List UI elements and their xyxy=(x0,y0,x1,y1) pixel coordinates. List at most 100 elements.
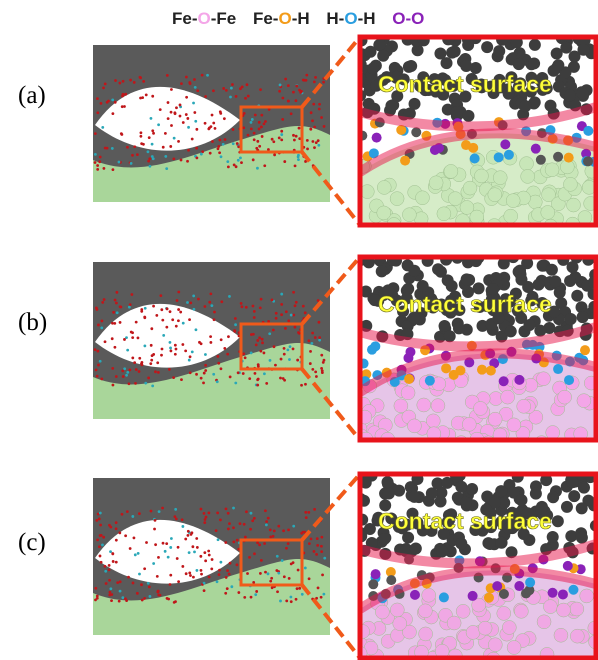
zoom-connector xyxy=(300,583,362,660)
atom xyxy=(560,500,573,513)
atom xyxy=(109,550,112,554)
atom xyxy=(166,555,170,559)
atom xyxy=(108,523,111,527)
atom xyxy=(488,637,503,652)
atom xyxy=(179,158,183,162)
atom xyxy=(111,168,115,172)
atom xyxy=(95,308,99,311)
atom xyxy=(532,278,545,291)
atom xyxy=(219,560,223,564)
zoom-region xyxy=(239,538,304,587)
atom xyxy=(113,345,117,349)
atom xyxy=(360,476,372,489)
atom xyxy=(114,538,118,542)
atom xyxy=(473,401,488,416)
atom xyxy=(320,535,324,539)
zoom-region xyxy=(239,105,304,154)
atom xyxy=(252,131,256,135)
atom xyxy=(113,321,117,325)
atom xyxy=(200,572,203,576)
atom xyxy=(484,538,497,551)
atom xyxy=(313,336,317,339)
atom xyxy=(219,518,222,522)
atom xyxy=(203,305,207,308)
atom xyxy=(553,151,564,162)
atom xyxy=(303,311,307,315)
atom xyxy=(121,596,125,600)
atom xyxy=(430,398,446,413)
atom xyxy=(259,558,263,562)
atom xyxy=(368,294,381,307)
atom xyxy=(139,131,143,135)
atom xyxy=(192,575,195,579)
simulation-image xyxy=(93,45,330,202)
atom xyxy=(568,490,581,503)
atom xyxy=(515,273,528,286)
atom xyxy=(568,50,581,63)
atom xyxy=(417,71,430,84)
atom xyxy=(573,426,588,440)
zoom-frame xyxy=(357,471,598,660)
atom xyxy=(282,575,286,579)
atom xyxy=(270,576,274,580)
atom xyxy=(110,599,113,603)
atom xyxy=(545,425,560,440)
atom xyxy=(294,134,298,138)
atom xyxy=(95,596,99,600)
legend: Fe-O-Fe Fe-O-H H-O-H O-O xyxy=(172,9,424,28)
atom xyxy=(498,376,509,387)
atom xyxy=(110,337,114,341)
atom xyxy=(188,81,192,84)
atom xyxy=(161,541,165,545)
atom xyxy=(521,257,534,270)
atom xyxy=(160,347,164,351)
atom xyxy=(270,298,274,302)
atom xyxy=(304,510,308,514)
atom xyxy=(132,81,136,84)
atom xyxy=(193,85,197,89)
atom xyxy=(280,559,284,562)
atom xyxy=(307,510,311,514)
atom xyxy=(213,126,217,130)
atom xyxy=(509,287,522,300)
atom xyxy=(367,62,380,75)
atom xyxy=(553,627,569,643)
atom xyxy=(94,598,97,602)
atom xyxy=(127,575,130,579)
atom xyxy=(317,107,321,111)
atom xyxy=(408,264,421,277)
atom xyxy=(102,167,106,170)
atom xyxy=(116,581,120,585)
atom xyxy=(293,304,297,308)
atom xyxy=(175,557,179,560)
atom xyxy=(224,541,228,544)
atom xyxy=(176,545,180,549)
atom xyxy=(515,516,528,529)
atom xyxy=(192,101,195,105)
atom xyxy=(535,502,548,515)
atom xyxy=(523,318,536,331)
atom xyxy=(381,476,394,489)
atom xyxy=(115,311,119,315)
atom xyxy=(246,133,250,137)
atom xyxy=(316,543,320,547)
atom xyxy=(226,160,230,164)
atom xyxy=(184,113,188,116)
atom xyxy=(512,80,525,93)
atom xyxy=(214,529,218,533)
atom xyxy=(218,568,221,572)
atom xyxy=(128,368,132,372)
atom xyxy=(426,426,442,440)
atom xyxy=(114,79,117,82)
atom xyxy=(194,119,198,123)
atom xyxy=(266,516,270,520)
atom xyxy=(448,191,463,206)
atom xyxy=(411,44,424,57)
atom xyxy=(291,561,295,565)
atom xyxy=(224,507,228,511)
atom xyxy=(431,477,444,490)
simulation-image xyxy=(93,262,330,419)
atom xyxy=(124,534,128,538)
atom xyxy=(312,102,316,106)
atom xyxy=(317,320,321,324)
